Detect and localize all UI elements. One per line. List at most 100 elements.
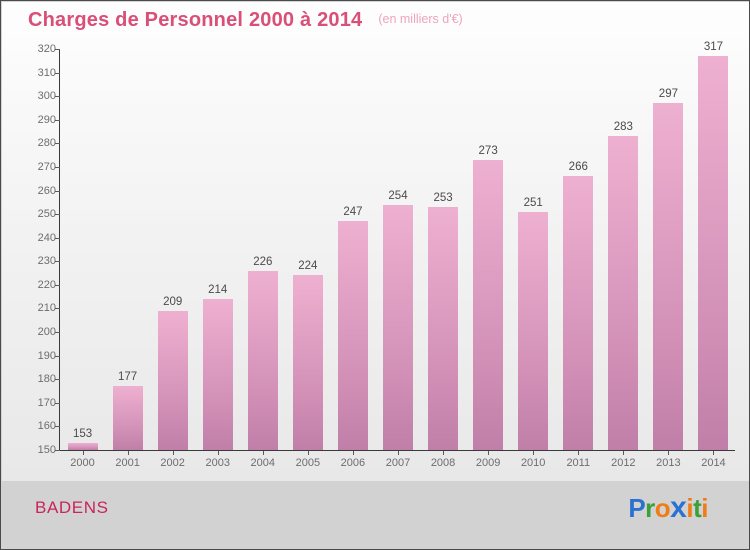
bar[interactable] (608, 136, 639, 450)
bar-group[interactable]: 283 (608, 49, 639, 450)
plot-area: 150 160 170 180 190 200 210 220 230 240 250 260 270 2… (2, 38, 749, 481)
x-axis-tick-label: 2012 (611, 457, 636, 469)
bar-value-label: 224 (298, 260, 318, 273)
y-axis-tick-label: 240 (37, 231, 56, 244)
bar-group[interactable]: 297 (653, 49, 684, 450)
bar-group[interactable]: 251 (518, 49, 549, 450)
logo-letter: r (645, 493, 655, 523)
x-axis-tick (352, 451, 354, 455)
y-axis-tick (55, 166, 60, 168)
x-axis-tick-label: 2008 (430, 457, 456, 469)
bar-value-label: 247 (343, 206, 363, 219)
y-axis-tick-label: 300 (37, 90, 56, 103)
y-axis-tick-label: 210 (37, 302, 56, 315)
bar-value-label: 177 (118, 371, 138, 384)
bar-group[interactable]: 153 (67, 49, 98, 450)
y-axis-tick (55, 450, 60, 451)
y-axis-tick (55, 72, 60, 74)
bar-value-label: 297 (658, 88, 678, 101)
x-axis-tick (713, 451, 715, 455)
y-axis-tick (55, 237, 60, 239)
x-axis-tick (217, 451, 219, 455)
x-axis-tick-label: 2010 (520, 457, 546, 469)
bar[interactable] (112, 386, 143, 450)
bar[interactable] (67, 442, 98, 450)
bar[interactable] (383, 204, 413, 450)
bar-group[interactable]: 266 (563, 49, 594, 450)
y-axis-tick-label: 270 (37, 160, 56, 173)
commune-name: BADENS (35, 498, 109, 517)
y-axis-tick (55, 261, 60, 263)
x-axis-tick (623, 451, 625, 455)
y-axis-tick (55, 355, 60, 357)
x-axis-tick (127, 451, 129, 455)
y-axis-tick-label: 260 (37, 184, 56, 197)
y-axis-tick-label: 190 (37, 349, 56, 362)
bar[interactable] (653, 103, 684, 450)
y-axis-tick-label: 160 (37, 420, 56, 433)
bar-value-label: 283 (613, 121, 633, 134)
x-axis-line (59, 450, 735, 451)
y-axis-tick-label: 180 (37, 373, 56, 386)
bar-group[interactable]: 177 (112, 49, 143, 450)
bar[interactable] (473, 159, 504, 450)
x-axis-tick (82, 451, 84, 455)
bar-group[interactable]: 209 (157, 49, 188, 450)
bar-value-label: 254 (388, 189, 408, 202)
y-axis-tick (55, 119, 60, 121)
x-axis-tick-label: 2005 (295, 457, 321, 469)
bar[interactable] (698, 56, 729, 450)
bar-group[interactable]: 224 (292, 49, 323, 450)
y-axis-tick-label: 250 (37, 208, 56, 221)
logo-letter: P (628, 493, 646, 523)
bar[interactable] (337, 221, 368, 450)
bar-group[interactable]: 226 (247, 49, 278, 450)
bar[interactable] (292, 275, 323, 450)
x-axis-tick-label: 2006 (340, 457, 366, 469)
x-axis-tick (443, 451, 445, 455)
bar[interactable] (563, 176, 594, 450)
bar-value-label: 317 (703, 41, 724, 54)
bar-group[interactable]: 254 (383, 49, 413, 450)
bar[interactable] (518, 211, 549, 450)
bar-group[interactable]: 253 (428, 49, 459, 450)
bar[interactable] (247, 270, 278, 450)
bar-group[interactable]: 273 (473, 49, 504, 450)
bar[interactable] (428, 207, 459, 450)
y-axis-tick (55, 379, 60, 381)
logo-letter: o (654, 493, 671, 523)
bar[interactable] (157, 310, 188, 450)
bar-value-label: 266 (568, 161, 588, 174)
y-axis-tick (55, 332, 60, 334)
y-axis-tick (55, 284, 60, 286)
y-axis-tick (55, 426, 60, 428)
y-axis-tick-label: 170 (37, 396, 56, 409)
x-axis-tick (398, 451, 399, 455)
bar[interactable] (202, 299, 233, 450)
page-title: Charges de Personnel 2000 à 2014 (28, 8, 363, 31)
y-axis-tick (55, 190, 60, 192)
x-axis-tick (307, 451, 309, 455)
logo-letter: x (670, 491, 687, 524)
bar-group[interactable]: 247 (337, 49, 368, 450)
y-axis-labels: 150 160 170 180 190 200 210 220 230 240 250 260 270 2… (2, 38, 56, 481)
bar-group[interactable]: 214 (202, 49, 233, 450)
x-axis-tick (488, 451, 490, 455)
y-axis-tick (55, 96, 60, 98)
proxiti-logo[interactable]: Proxiti (628, 491, 708, 525)
x-axis-tick (578, 451, 580, 455)
y-axis-tick-label: 150 (37, 444, 56, 456)
bars-layer: 153 177 209 214 226 224 247 254 253 273 251 266 283 2… (60, 41, 736, 450)
x-axis-tick (668, 451, 670, 455)
bar-group[interactable]: 317 (698, 41, 729, 450)
y-axis-tick (55, 402, 60, 404)
chart-subtitle: (en milliers d'€) (378, 12, 463, 26)
y-axis-tick (55, 214, 60, 216)
y-axis-tick-label: 200 (37, 326, 56, 339)
chart-header: Charges de Personnel 2000 à 2014 (en mil… (2, 2, 749, 38)
y-axis-tick (55, 308, 60, 310)
logo-letter: i (686, 493, 694, 523)
bar-value-label: 253 (433, 192, 453, 205)
y-axis-tick (55, 49, 60, 50)
